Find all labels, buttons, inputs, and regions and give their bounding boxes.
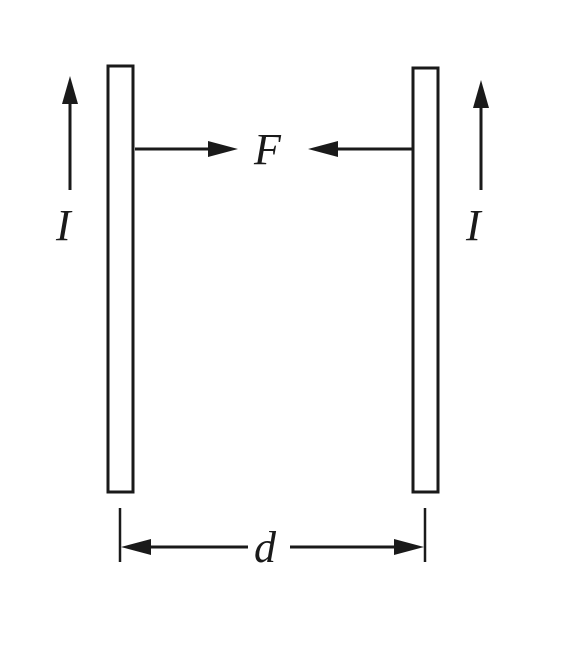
distance-arrow-left xyxy=(121,539,248,555)
current-label-left: I xyxy=(55,201,73,250)
current-label-right: I xyxy=(465,201,483,250)
right-wire xyxy=(411,66,440,494)
force-arrow-left xyxy=(135,141,238,157)
left-wire xyxy=(106,64,135,494)
right-current-arrow xyxy=(473,80,489,190)
distance-label: d xyxy=(254,523,277,572)
distance-arrow-right xyxy=(290,539,424,555)
left-current-arrow xyxy=(62,76,78,190)
force-arrow-right xyxy=(308,141,413,157)
force-label: F xyxy=(253,125,282,174)
